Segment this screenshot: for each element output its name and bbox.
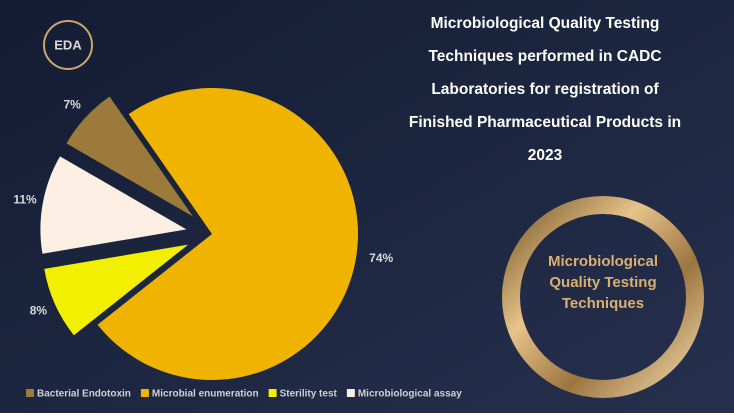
- pie: 7% 74% 8% 11%: [13, 87, 393, 380]
- badge-text: Microbiological Quality Testing Techniques: [548, 253, 658, 312]
- badge-line: Quality Testing: [549, 274, 656, 291]
- data-label: 74%: [369, 251, 393, 265]
- legend-label: Microbial enumeration: [152, 389, 259, 400]
- title-line: Finished Pharmaceutical Products in: [409, 114, 681, 131]
- badge-line: Techniques: [562, 295, 644, 312]
- logo: EDA: [43, 20, 93, 70]
- title-line: 2023: [528, 147, 563, 164]
- pie-slice: [40, 156, 187, 254]
- legend-swatch: [346, 389, 355, 397]
- title-line: Laboratories for registration of: [431, 81, 659, 98]
- badge-line: Microbiological: [548, 253, 658, 270]
- legend-label: Microbiological assay: [358, 389, 462, 400]
- pie-slice: [66, 96, 193, 217]
- badge-ring: [502, 196, 704, 398]
- logo-ring: [43, 20, 93, 70]
- legend-label: Bacterial Endotoxin: [37, 389, 131, 400]
- legend-label: Sterility test: [280, 389, 338, 400]
- title: Microbiological Quality Testing Technique…: [409, 15, 681, 164]
- legend-swatch: [140, 389, 149, 397]
- pie-slice: [44, 244, 189, 336]
- badge: [502, 196, 704, 398]
- data-label: 7%: [63, 98, 81, 112]
- data-label: 11%: [13, 193, 37, 207]
- title-line: Microbiological Quality Testing: [431, 15, 660, 32]
- legend-swatch: [268, 389, 277, 397]
- legend-swatch: [26, 389, 34, 397]
- title-line: Techniques performed in CADC: [428, 48, 661, 65]
- pie-slice: [97, 87, 359, 380]
- logo-text: EDA: [54, 37, 82, 52]
- legend: Bacterial Endotoxin Microbial enumeration…: [26, 389, 462, 400]
- data-label: 8%: [30, 303, 48, 317]
